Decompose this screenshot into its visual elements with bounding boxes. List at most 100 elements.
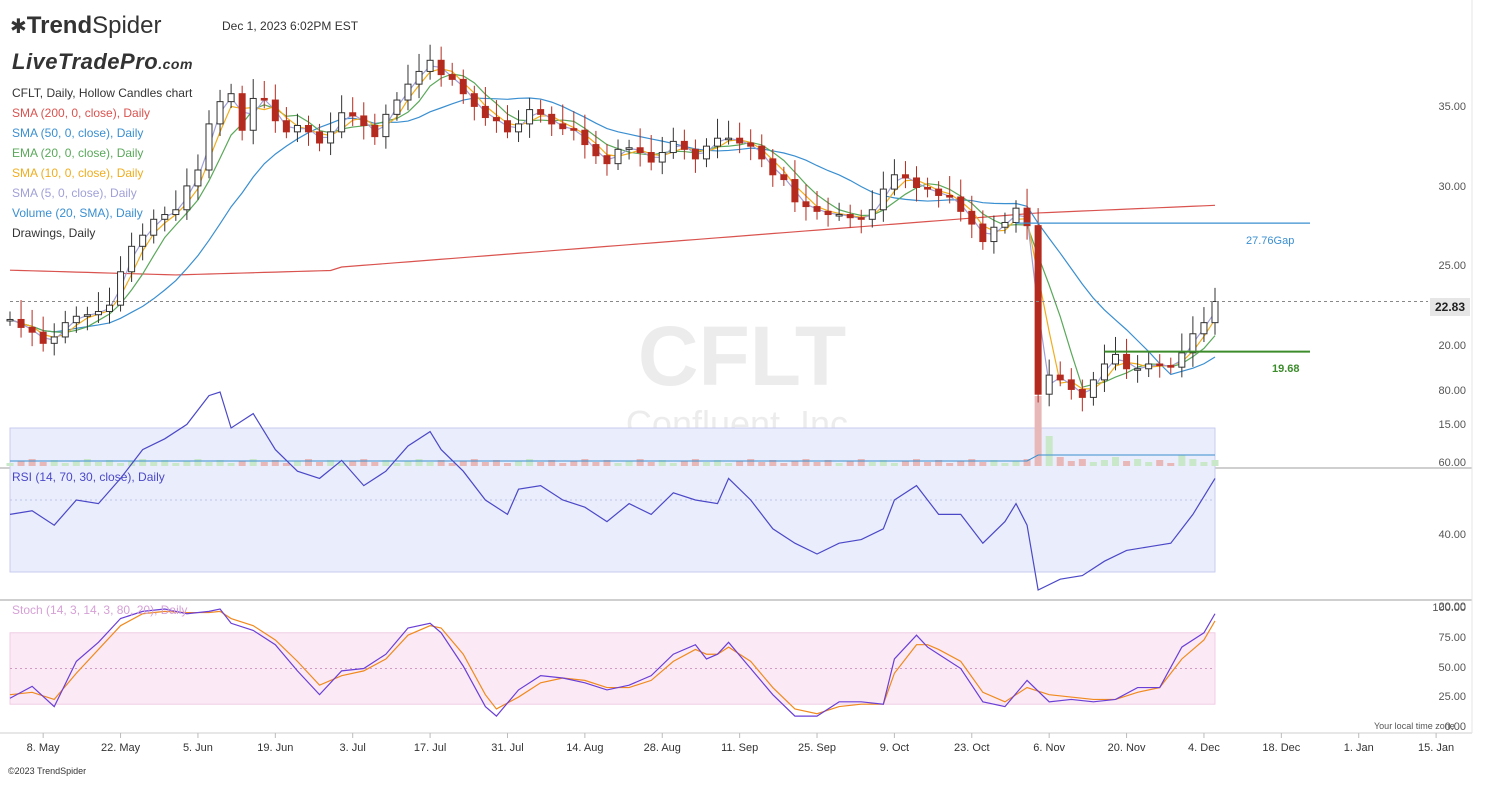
volume-bar — [669, 463, 677, 466]
volume-bar — [61, 463, 69, 466]
price-tick-label: 20.00 — [1438, 339, 1466, 352]
candle-up — [1145, 363, 1153, 370]
candle-up — [1112, 353, 1120, 365]
x-tick-label: 9. Oct — [880, 742, 909, 754]
volume-bar — [791, 461, 799, 466]
last-price-tag: 22.83 — [1430, 298, 1470, 316]
candle-down — [39, 331, 47, 344]
volume-bar — [161, 460, 169, 466]
legend-item-2: SMA (50, 0, close), Daily — [12, 126, 144, 140]
candle-down — [1067, 379, 1075, 390]
candle-up — [94, 311, 102, 316]
candle-down — [592, 144, 600, 157]
candle-up — [1200, 322, 1208, 335]
candle-up — [327, 131, 335, 144]
volume-bar — [1056, 457, 1064, 466]
volume-bar — [72, 461, 80, 466]
candle-up — [1134, 368, 1142, 371]
candle-down — [913, 177, 921, 189]
volume-bar — [150, 462, 158, 466]
volume-bar — [371, 462, 379, 466]
candle-down — [1156, 363, 1164, 367]
support-label: 19.68 — [1272, 363, 1300, 375]
volume-bar — [338, 463, 346, 466]
volume-bar — [592, 462, 600, 466]
candle-down — [559, 123, 567, 130]
volume-bar — [327, 460, 335, 466]
volume-bar — [824, 460, 832, 466]
volume-bar — [1034, 396, 1042, 466]
volume-bar — [437, 460, 445, 466]
candle-down — [581, 129, 589, 146]
volume-bar — [17, 461, 25, 466]
candle-down — [459, 78, 467, 95]
stoch-d-line — [9, 610, 1216, 715]
legend-item-7: Drawings, Daily — [12, 226, 96, 240]
candle-up — [669, 140, 677, 154]
volume-bar — [492, 460, 500, 466]
candle-up — [426, 59, 434, 72]
volume-bar — [780, 463, 788, 466]
watermark-ticker: CFLT — [638, 309, 846, 403]
volume-bar — [503, 463, 511, 466]
candle-down — [802, 201, 810, 208]
volume-bar — [1089, 462, 1097, 466]
volume-bar — [448, 463, 456, 466]
spider-icon: ✱ — [10, 16, 27, 38]
volume-bar — [968, 459, 976, 466]
candle-up — [194, 169, 202, 187]
volume-bar — [316, 462, 324, 466]
candle-up — [614, 148, 622, 165]
volume-bar — [293, 461, 301, 466]
volume-bar — [50, 460, 58, 466]
volume-bar — [1078, 459, 1086, 466]
volume-bar — [260, 462, 268, 466]
volume-bar — [1145, 462, 1153, 466]
trendspider-logo: ✱TrendSpider — [10, 12, 161, 40]
candle-up — [868, 209, 876, 220]
candle-down — [1023, 207, 1031, 227]
rsi-band — [9, 427, 1216, 573]
candle-up — [1089, 379, 1097, 398]
candle-down — [282, 120, 290, 133]
drawings[interactable] — [10, 222, 1428, 353]
candle-up — [1189, 333, 1197, 354]
candle-up — [139, 234, 147, 247]
volume-bar — [282, 463, 290, 466]
candle-up — [183, 185, 191, 211]
volume-bar — [271, 460, 279, 466]
candle-down — [437, 59, 445, 76]
gap-suffix: Gap — [1273, 235, 1295, 247]
watermark: CFLT Confluent, Inc. — [626, 309, 858, 444]
volume-bar — [515, 461, 523, 466]
candle-down — [537, 109, 545, 115]
candle-down — [448, 74, 456, 80]
copyright: ©2023 TrendSpider — [8, 766, 87, 776]
volume-bar — [1189, 459, 1197, 466]
candle-up — [725, 137, 733, 141]
volume-bar — [1045, 436, 1053, 466]
volume-bar — [913, 459, 921, 466]
rsi-tick-label: 80.00 — [1438, 385, 1466, 397]
legend-item-3: EMA (20, 0, close), Daily — [12, 146, 144, 160]
volume-bar — [227, 463, 235, 466]
legend-item-4: SMA (10, 0, close), Daily — [12, 166, 144, 180]
candle-down — [260, 97, 268, 101]
volume-bar — [1012, 461, 1020, 466]
candle-up — [1001, 221, 1009, 228]
candle-up — [1178, 352, 1186, 368]
volume-bar — [404, 461, 412, 466]
candle-up — [1012, 207, 1020, 223]
candle-up — [702, 145, 710, 160]
candle-down — [1034, 225, 1042, 395]
candle-down — [968, 210, 976, 225]
candles[interactable] — [6, 44, 1219, 412]
volume-bar — [658, 460, 666, 466]
volume-bar — [1200, 462, 1208, 466]
volume-bar — [1023, 459, 1031, 466]
candle-up — [526, 109, 534, 125]
legend-item-6: Volume (20, SMA), Daily — [12, 206, 143, 220]
candle-down — [492, 117, 500, 122]
candle-down — [1123, 353, 1131, 370]
